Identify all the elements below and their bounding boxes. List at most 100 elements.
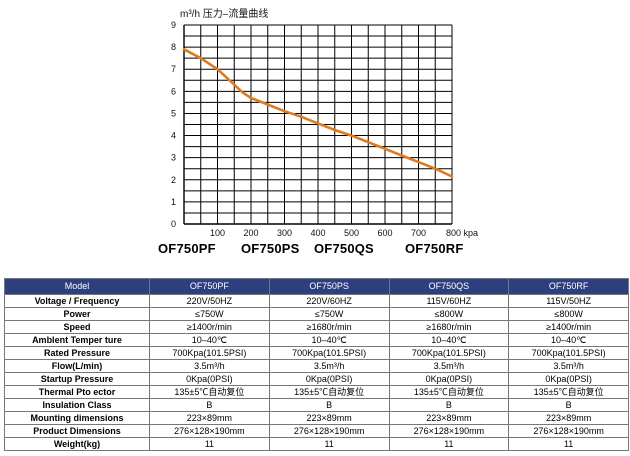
- table-row: Power ≤750W ≤750W ≤800W ≤800W: [4, 307, 629, 321]
- table-cell: 135±5℃自动复位: [268, 385, 390, 399]
- table-cell: ≤750W: [268, 307, 390, 321]
- row-label: Speed: [4, 320, 150, 334]
- chart-grid: [183, 24, 453, 225]
- column-header: Model: [4, 278, 150, 295]
- table-cell: 11: [388, 437, 510, 451]
- table-cell: 220V/50HZ: [149, 294, 270, 308]
- table-cell: 3.5m³/h: [388, 359, 510, 373]
- y-tick-label: 3: [171, 153, 176, 163]
- model-label-qs: OF750QS: [314, 241, 374, 256]
- x-tick-label: 200: [243, 228, 258, 238]
- table-cell: ≥1680r/min: [388, 320, 510, 334]
- table-cell: 3.5m³/h: [268, 359, 390, 373]
- row-label: Flow(L/min): [4, 359, 150, 373]
- table-cell: 3.5m³/h: [149, 359, 270, 373]
- table-row: Thermal Pto ector 135±5℃自动复位 135±5℃自动复位 135…: [4, 385, 629, 399]
- table-cell: 10–40℃: [508, 333, 629, 347]
- table-cell: 0Kpa(0PSI): [149, 372, 270, 386]
- table-cell: B: [149, 398, 270, 412]
- x-tick-label: 400: [310, 228, 325, 238]
- chart-title: m³/h 压力–流量曲线: [180, 7, 268, 20]
- spec-table: Model OF750PF OF750PS OF750QS OF750RF Vo…: [4, 278, 629, 451]
- table-cell: 223×89mm: [149, 411, 270, 425]
- column-header: OF750QS: [388, 278, 510, 295]
- table-cell: 220V/60HZ: [268, 294, 390, 308]
- row-label: Mounting dimensions: [4, 411, 150, 425]
- row-label: Rated Pressure: [4, 346, 150, 360]
- y-tick-label: 6: [171, 86, 176, 96]
- table-cell: 276×128×190mm: [268, 424, 390, 438]
- table-cell: ≤750W: [149, 307, 270, 321]
- table-cell: 3.5m³/h: [508, 359, 629, 373]
- pressure-flow-chart: m³/h 压力–流量曲线 0 1 2 3 4 5 6 7 8 9 100 200 300 400 500 6…: [171, 7, 478, 238]
- row-label: Product Dimensions: [4, 424, 150, 438]
- table-cell: 0Kpa(0PSI): [388, 372, 510, 386]
- table-cell: B: [268, 398, 390, 412]
- table-row: Flow(L/min) 3.5m³/h 3.5m³/h 3.5m³/h 3.5m³/h: [4, 359, 629, 373]
- column-header: OF750RF: [508, 278, 629, 295]
- table-cell: 10–40℃: [268, 333, 390, 347]
- table-row: Product Dimensions 276×128×190mm 276×128×1…: [4, 424, 629, 438]
- table-cell: ≥1680r/min: [268, 320, 390, 334]
- table-cell: B: [508, 398, 629, 412]
- table-cell: ≤800W: [388, 307, 510, 321]
- table-row: Voltage / Frequency 220V/50HZ 220V/60HZ 115…: [4, 294, 629, 308]
- table-row: Rated Pressure 700Kpa(101.5PSI) 700Kpa(101…: [4, 346, 629, 360]
- model-label-ps: OF750PS: [241, 241, 300, 256]
- table-cell: 10–40℃: [149, 333, 270, 347]
- y-tick-label: 9: [171, 20, 176, 30]
- table-cell: 700Kpa(101.5PSI): [388, 346, 510, 360]
- table-cell: 135±5℃自动复位: [388, 385, 510, 399]
- y-tick-label: 5: [171, 108, 176, 118]
- table-cell: 223×89mm: [268, 411, 390, 425]
- x-tick-label: 800 kpa: [446, 228, 478, 238]
- y-tick-label: 2: [171, 175, 176, 185]
- table-cell: 0Kpa(0PSI): [508, 372, 629, 386]
- table-header-row: Model OF750PF OF750PS OF750QS OF750RF: [4, 278, 629, 295]
- row-label: Power: [4, 307, 150, 321]
- x-tick-label: 600: [377, 228, 392, 238]
- row-label: Voltage / Frequency: [4, 294, 150, 308]
- x-tick-label: 500: [344, 228, 359, 238]
- x-tick-label: 100: [210, 228, 225, 238]
- table-cell: B: [388, 398, 510, 412]
- column-header: OF750PS: [268, 278, 390, 295]
- table-cell: ≥1400r/min: [149, 320, 270, 334]
- series-layer: [182, 47, 454, 178]
- table-cell: 276×128×190mm: [508, 424, 629, 438]
- y-tick-label: 4: [171, 131, 176, 141]
- y-tick-label: 0: [171, 219, 176, 229]
- row-label: Amblent Temper ture: [4, 333, 150, 347]
- row-label: Insulation Class: [4, 398, 150, 412]
- row-label: Weight(kg): [4, 437, 150, 451]
- x-tick-label: 300: [277, 228, 292, 238]
- table-row: Amblent Temper ture 10–40℃ 10–40℃ 10–40℃ 10–…: [4, 333, 629, 347]
- table-cell: 700Kpa(101.5PSI): [508, 346, 629, 360]
- y-tick-label: 1: [171, 197, 176, 207]
- table-cell: 10–40℃: [388, 333, 510, 347]
- x-tick-label: 700: [411, 228, 426, 238]
- table-cell: 135±5℃自动复位: [149, 385, 270, 399]
- table-row: Startup Pressure 0Kpa(0PSI) 0Kpa(0PSI) 0Kpa…: [4, 372, 629, 386]
- table-cell: 276×128×190mm: [149, 424, 270, 438]
- table-cell: 0Kpa(0PSI): [268, 372, 390, 386]
- y-axis: 0 1 2 3 4 5 6 7 8 9: [171, 20, 176, 229]
- table-row: Mounting dimensions 223×89mm 223×89mm 223×8…: [4, 411, 629, 425]
- table-cell: 11: [149, 437, 270, 451]
- table-row: Insulation Class B B B B: [4, 398, 629, 412]
- row-label: Thermal Pto ector: [4, 385, 150, 399]
- table-row: Weight(kg) 11 11 11 11: [4, 437, 629, 451]
- table-cell: 115V/60HZ: [388, 294, 510, 308]
- y-tick-label: 7: [171, 64, 176, 74]
- series-line: [182, 47, 454, 178]
- table-cell: 700Kpa(101.5PSI): [268, 346, 390, 360]
- table-cell: 223×89mm: [388, 411, 510, 425]
- y-tick-label: 8: [171, 42, 176, 52]
- table-cell: ≤800W: [508, 307, 629, 321]
- model-label-pf: OF750PF: [158, 241, 216, 256]
- table-cell: 115V/50HZ: [508, 294, 629, 308]
- table-cell: 700Kpa(101.5PSI): [149, 346, 270, 360]
- table-row: Speed ≥1400r/min ≥1680r/min ≥1680r/min ≥1400…: [4, 320, 629, 334]
- model-label-rf: OF750RF: [405, 241, 464, 256]
- model-labels: OF750PF OF750PS OF750QS OF750RF: [0, 241, 630, 263]
